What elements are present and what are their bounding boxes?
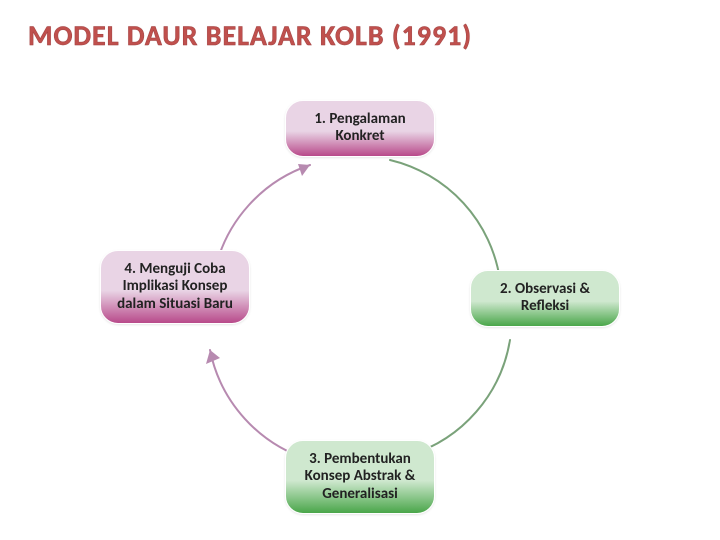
arc-2-3 xyxy=(410,340,510,455)
cycle-node-3: 3. Pembentukan Konsep Abstrak & Generali… xyxy=(285,440,435,514)
cycle-node-2-label: 2. Observasi & Refleksi xyxy=(500,280,590,315)
cycle-node-1: 1. Pengalaman Konkret xyxy=(285,100,435,157)
kolb-cycle-diagram: 1. Pengalaman Konkret 2. Observasi & Ref… xyxy=(110,80,610,540)
cycle-node-4-label: 4. Menguji Coba Implikasi Konsep dalam S… xyxy=(117,260,233,313)
page-title: MODEL DAUR BELAJAR KOLB (1991) xyxy=(28,18,472,53)
cycle-node-2: 2. Observasi & Refleksi xyxy=(470,270,620,327)
cycle-node-4: 4. Menguji Coba Implikasi Konsep dalam S… xyxy=(100,250,250,324)
cycle-node-1-label: 1. Pengalaman Konkret xyxy=(314,110,405,145)
arc-4-1-arrow xyxy=(298,164,310,176)
arc-1-2 xyxy=(390,160,500,280)
cycle-node-3-label: 3. Pembentukan Konsep Abstrak & Generali… xyxy=(305,450,416,503)
